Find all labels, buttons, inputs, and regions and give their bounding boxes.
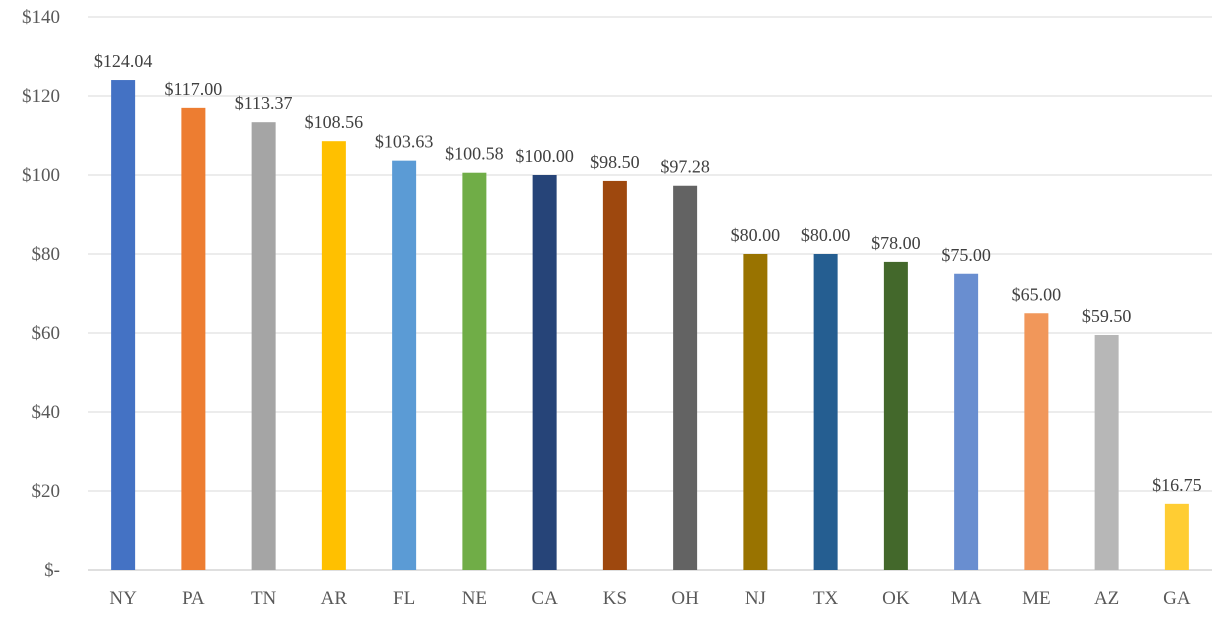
y-tick-label: $100 [22,165,60,186]
x-axis-category-labels: NY PA TN AR FL NE CA KS OH NJ TX OK MA ME AZ GA [109,588,1190,609]
data-label-me: $65.00 [1012,284,1062,304]
bars [111,80,1189,571]
y-tick-label: $140 [22,7,60,28]
bar-ma [954,273,979,570]
data-label-ca: $100.00 [515,146,574,166]
bar-oh [673,185,698,570]
bar-ar [321,141,346,571]
y-axis-tick-labels: $- $20 $40 $60 $80 $100 $120 $140 [22,7,60,581]
bar-me [1024,313,1049,570]
x-tick-label-ok: OK [882,588,910,609]
data-label-ne: $100.58 [445,144,504,164]
x-tick-label-tn: TN [251,588,277,609]
data-label-ok: $78.00 [871,233,921,253]
x-tick-label-pa: PA [182,588,205,609]
bar-tn [251,122,276,570]
data-label-ma: $75.00 [941,245,991,265]
bar-nj [743,254,768,570]
y-tick-label: $60 [32,323,61,344]
data-label-pa: $117.00 [164,79,222,99]
bar-ny [111,80,136,571]
data-label-tn: $113.37 [235,93,293,113]
y-tick-label: $120 [22,86,60,107]
bar-ok [883,261,908,570]
data-label-nj: $80.00 [731,225,781,245]
bar-pa [181,107,206,570]
data-label-tx: $80.00 [801,225,851,245]
data-label-oh: $97.28 [660,157,710,177]
y-tick-label: $80 [32,244,61,265]
data-label-ga: $16.75 [1152,475,1202,495]
x-tick-label-az: AZ [1094,588,1119,609]
x-tick-label-ar: AR [321,588,348,609]
data-label-ks: $98.50 [590,152,640,172]
bar-tx [813,254,838,570]
data-label-az: $59.50 [1082,306,1132,326]
data-label-ny: $124.04 [94,51,153,71]
data-labels: $124.04 $117.00 $113.37 $108.56 $103.63 $100.… [94,51,1202,495]
x-tick-label-ne: NE [462,588,487,609]
x-tick-label-ks: KS [603,588,627,609]
bar-fl [392,160,417,570]
bar-ne [462,172,487,571]
data-label-ar: $108.56 [305,112,364,132]
y-tick-label: $20 [32,481,61,502]
bar-ca [532,175,557,570]
bar-az [1094,334,1119,570]
x-tick-label-ny: NY [109,588,137,609]
x-tick-label-ga: GA [1163,588,1191,609]
x-tick-label-me: ME [1022,588,1051,609]
x-tick-label-ma: MA [951,588,982,609]
x-tick-label-nj: NJ [745,588,766,609]
x-tick-label-oh: OH [671,588,699,609]
bar-ga [1164,503,1189,570]
y-tick-label: $- [44,560,60,581]
y-tick-label: $40 [32,402,61,423]
x-tick-label-tx: TX [813,588,839,609]
x-tick-label-ca: CA [531,588,558,609]
x-tick-label-fl: FL [393,588,415,609]
bar-ks [602,180,627,571]
data-label-fl: $103.63 [375,132,434,152]
